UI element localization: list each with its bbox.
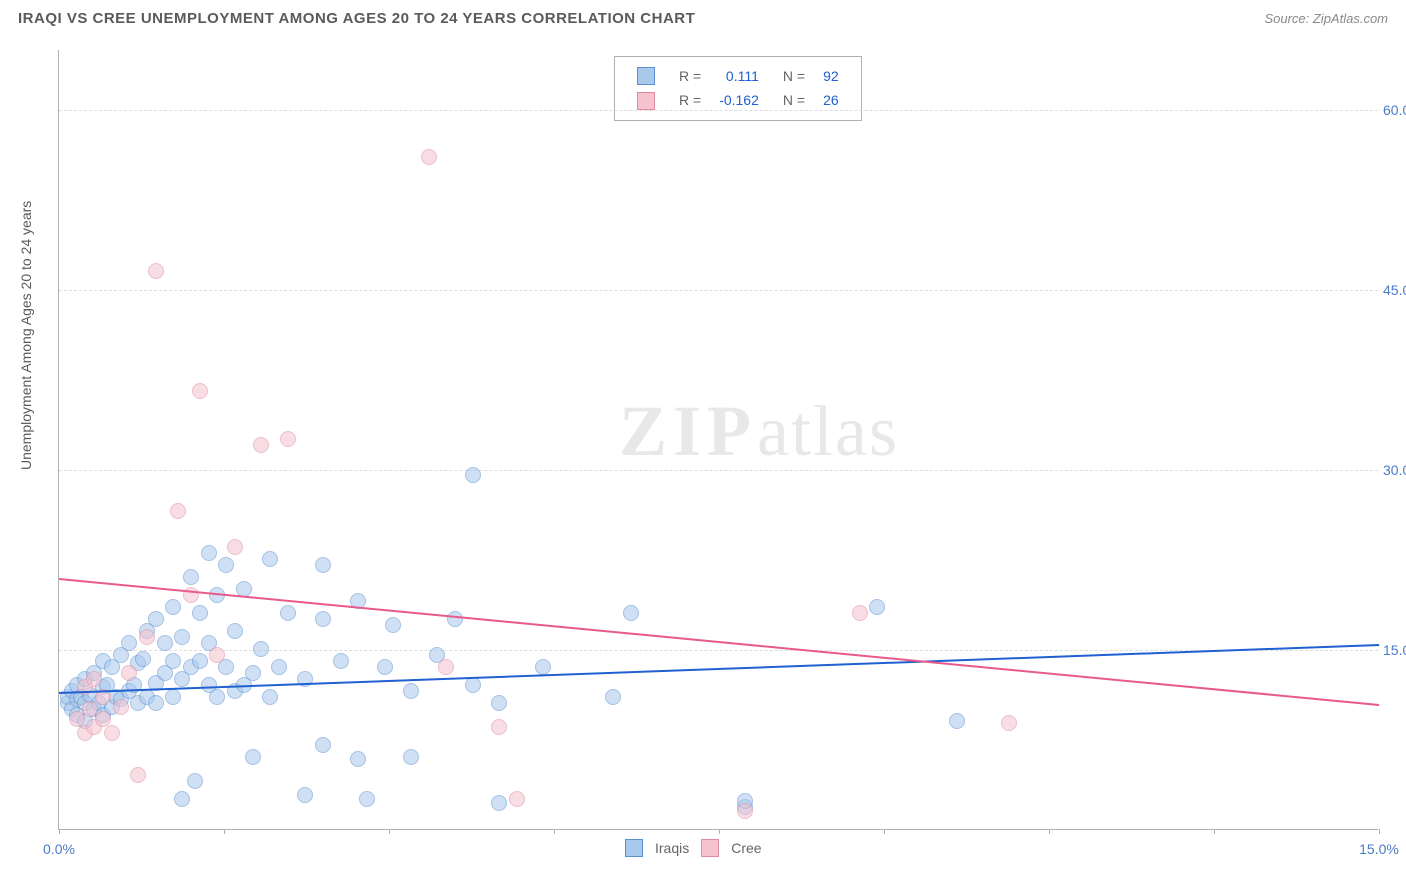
chart-title: IRAQI VS CREE UNEMPLOYMENT AMONG AGES 20…: [18, 10, 695, 27]
y-tick-label: 15.0%: [1383, 642, 1406, 658]
data-point: [183, 569, 199, 585]
gridline: [59, 110, 1378, 111]
data-point: [359, 791, 375, 807]
data-point: [192, 653, 208, 669]
gridline: [59, 290, 1378, 291]
data-point: [438, 659, 454, 675]
data-point: [315, 557, 331, 573]
data-point: [253, 437, 269, 453]
y-tick-label: 30.0%: [1383, 462, 1406, 478]
data-point: [737, 803, 753, 819]
data-point: [447, 611, 463, 627]
data-point: [403, 749, 419, 765]
data-point: [491, 795, 507, 811]
y-axis-label: Unemployment Among Ages 20 to 24 years: [18, 201, 34, 470]
x-tick-label: 15.0%: [1359, 841, 1399, 857]
data-point: [315, 737, 331, 753]
gridline: [59, 470, 1378, 471]
data-point: [165, 689, 181, 705]
chart-container: Unemployment Among Ages 20 to 24 years Z…: [48, 50, 1388, 880]
data-point: [623, 605, 639, 621]
y-tick-label: 60.0%: [1383, 102, 1406, 118]
legend-label: Iraqis: [655, 840, 689, 856]
data-point: [253, 641, 269, 657]
data-point: [315, 611, 331, 627]
data-point: [350, 751, 366, 767]
data-point: [385, 617, 401, 633]
data-point: [139, 629, 155, 645]
data-point: [192, 383, 208, 399]
data-point: [170, 503, 186, 519]
x-tick: [1049, 829, 1050, 834]
data-point: [121, 665, 137, 681]
data-point: [297, 787, 313, 803]
data-point: [491, 695, 507, 711]
data-point: [130, 767, 146, 783]
x-tick: [884, 829, 885, 834]
data-point: [148, 263, 164, 279]
x-tick: [389, 829, 390, 834]
data-point: [949, 713, 965, 729]
data-point: [465, 467, 481, 483]
data-point: [165, 599, 181, 615]
data-point: [465, 677, 481, 693]
data-point: [209, 689, 225, 705]
watermark: ZIPatlas: [619, 390, 899, 473]
data-point: [509, 791, 525, 807]
x-tick: [719, 829, 720, 834]
data-point: [1001, 715, 1017, 731]
y-tick-label: 45.0%: [1383, 282, 1406, 298]
legend-label: Cree: [731, 840, 761, 856]
data-point: [165, 653, 181, 669]
plot-area: ZIPatlas R =0.111N =92R =-0.162N =26 Ira…: [58, 50, 1378, 830]
data-point: [148, 611, 164, 627]
data-point: [218, 557, 234, 573]
data-point: [333, 653, 349, 669]
data-point: [86, 671, 102, 687]
source-label: Source: ZipAtlas.com: [1264, 11, 1388, 26]
data-point: [377, 659, 393, 675]
data-point: [262, 689, 278, 705]
x-tick: [224, 829, 225, 834]
data-point: [113, 699, 129, 715]
data-point: [245, 749, 261, 765]
x-tick: [554, 829, 555, 834]
data-point: [95, 711, 111, 727]
legend-row: R =-0.162N =26: [629, 89, 847, 111]
data-point: [280, 431, 296, 447]
x-tick: [1214, 829, 1215, 834]
data-point: [535, 659, 551, 675]
data-point: [209, 647, 225, 663]
x-tick: [1379, 829, 1380, 834]
data-point: [852, 605, 868, 621]
legend-swatch: [625, 839, 643, 857]
data-point: [227, 539, 243, 555]
data-point: [174, 791, 190, 807]
data-point: [135, 651, 151, 667]
data-point: [121, 635, 137, 651]
data-point: [187, 773, 203, 789]
data-point: [421, 149, 437, 165]
data-point: [403, 683, 419, 699]
series-legend: Iraqis Cree: [619, 839, 768, 857]
data-point: [157, 635, 173, 651]
data-point: [245, 665, 261, 681]
data-point: [192, 605, 208, 621]
data-point: [174, 629, 190, 645]
data-point: [605, 689, 621, 705]
legend-swatch: [701, 839, 719, 857]
data-point: [227, 623, 243, 639]
data-point: [491, 719, 507, 735]
data-point: [271, 659, 287, 675]
data-point: [280, 605, 296, 621]
data-point: [201, 545, 217, 561]
data-point: [869, 599, 885, 615]
legend-row: R =0.111N =92: [629, 65, 847, 87]
x-tick: [59, 829, 60, 834]
data-point: [104, 725, 120, 741]
x-tick-label: 0.0%: [43, 841, 75, 857]
data-point: [262, 551, 278, 567]
data-point: [148, 695, 164, 711]
